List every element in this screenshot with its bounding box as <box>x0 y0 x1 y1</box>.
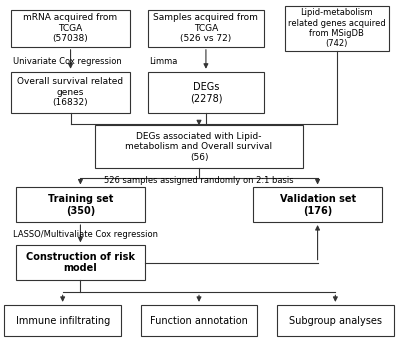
Text: Validation set
(176): Validation set (176) <box>280 194 356 216</box>
Text: Immune infiltrating: Immune infiltrating <box>16 315 110 326</box>
Text: DEGs
(2278): DEGs (2278) <box>190 82 222 103</box>
FancyBboxPatch shape <box>277 305 394 336</box>
FancyBboxPatch shape <box>285 6 389 51</box>
FancyBboxPatch shape <box>253 187 382 222</box>
Text: mRNA acquired from
TCGA
(57038): mRNA acquired from TCGA (57038) <box>24 13 118 43</box>
FancyBboxPatch shape <box>4 305 121 336</box>
Text: Construction of risk
model: Construction of risk model <box>26 252 135 273</box>
Text: Function annotation: Function annotation <box>150 315 248 326</box>
Text: Subgroup analyses: Subgroup analyses <box>289 315 382 326</box>
Text: Samples acquired from
TCGA
(526 vs 72): Samples acquired from TCGA (526 vs 72) <box>154 13 258 43</box>
Text: Univariate Cox regression: Univariate Cox regression <box>13 57 122 66</box>
Text: Overall survival related
genes
(16832): Overall survival related genes (16832) <box>18 77 124 107</box>
Text: Training set
(350): Training set (350) <box>48 194 113 216</box>
FancyBboxPatch shape <box>16 187 145 222</box>
Text: Lipid-metabolism
related genes acquired
from MSigDB
(742): Lipid-metabolism related genes acquired … <box>288 8 386 48</box>
Text: DEGs associated with Lipid-
metabolism and Overall survival
(56): DEGs associated with Lipid- metabolism a… <box>126 132 272 162</box>
Text: 526 samples assigned randomly on 2:1 basis: 526 samples assigned randomly on 2:1 bas… <box>104 176 294 185</box>
FancyBboxPatch shape <box>148 72 264 113</box>
FancyBboxPatch shape <box>11 72 130 113</box>
FancyBboxPatch shape <box>141 305 257 336</box>
Text: Limma: Limma <box>150 57 178 66</box>
FancyBboxPatch shape <box>16 245 145 280</box>
FancyBboxPatch shape <box>148 10 264 47</box>
FancyBboxPatch shape <box>11 10 130 47</box>
FancyBboxPatch shape <box>95 125 303 168</box>
Text: LASSO/Multivaliate Cox regression: LASSO/Multivaliate Cox regression <box>13 230 158 239</box>
